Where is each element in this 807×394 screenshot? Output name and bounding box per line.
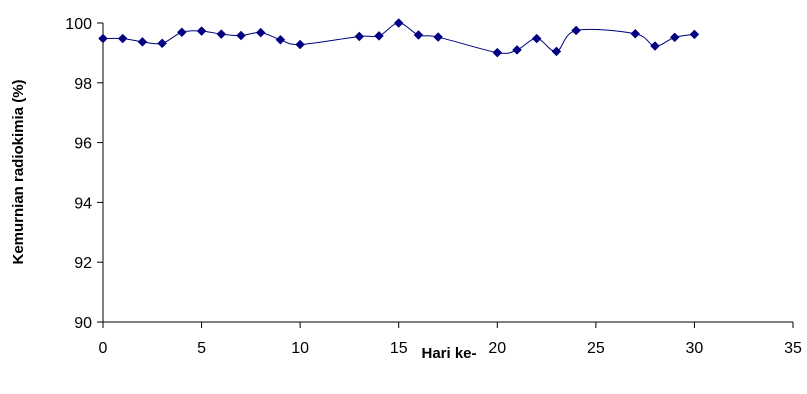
data-point-diamond — [117, 33, 128, 44]
data-point-diamond — [216, 29, 227, 39]
x-tick-label: 20 — [488, 340, 506, 357]
x-tick-label: 5 — [197, 340, 206, 357]
data-point-diamond — [492, 47, 503, 58]
x-tick-label: 30 — [686, 340, 704, 357]
data-point-diamond — [295, 39, 305, 50]
x-axis — [102, 321, 794, 328]
data-point-diamond — [354, 31, 365, 42]
x-tick-label: 15 — [390, 340, 408, 357]
data-point-diamond — [531, 33, 542, 44]
x-tick-labels: 0 5 10 15 20 25 30 35 — [99, 340, 802, 357]
data-point-diamond — [393, 18, 404, 28]
y-axis-title: Kemurnian radiokimia (%) — [10, 79, 27, 264]
data-point-diamond — [236, 30, 246, 41]
x-tick-label: 35 — [784, 340, 802, 357]
data-point-diamond — [413, 30, 424, 40]
data-point-diamond — [177, 27, 187, 38]
y-tick-label: 98 — [74, 76, 92, 93]
y-axis — [97, 22, 104, 323]
data-point-diamond — [650, 41, 660, 51]
y-tick-label: 90 — [74, 315, 92, 332]
y-tick-label: 92 — [74, 255, 92, 272]
data-point-diamond — [137, 36, 148, 47]
y-tick-labels: 90 92 94 96 98 100 — [65, 16, 92, 332]
data-point-diamond — [255, 27, 266, 38]
x-axis-title: Hari ke- — [421, 345, 476, 362]
data-point-diamond — [275, 34, 286, 45]
data-point-diamond — [551, 46, 562, 57]
x-tick-label: 0 — [99, 340, 108, 357]
data-point-diamond — [571, 25, 581, 36]
data-point-diamond — [689, 29, 700, 40]
data-point-diamond — [196, 26, 207, 36]
y-tick-label: 96 — [74, 136, 92, 153]
data-point-diamond — [433, 32, 443, 42]
data-point-diamond — [374, 31, 384, 41]
data-point-diamond — [630, 28, 641, 39]
data-point-diamond — [669, 32, 680, 43]
data-points — [98, 18, 700, 58]
data-point-diamond — [98, 33, 108, 44]
y-tick-label: 94 — [74, 195, 92, 212]
y-tick-label: 100 — [65, 16, 92, 33]
data-point-diamond — [512, 45, 522, 55]
data-point-diamond — [157, 38, 167, 49]
x-tick-label: 10 — [291, 340, 309, 357]
x-tick-label: 25 — [587, 340, 605, 357]
